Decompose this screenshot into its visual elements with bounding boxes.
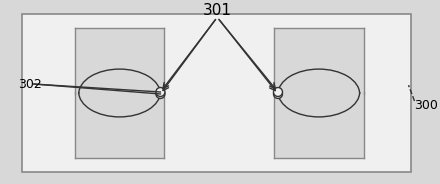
Bar <box>274 28 364 94</box>
Bar <box>274 92 364 158</box>
Bar <box>75 28 165 94</box>
Circle shape <box>156 88 165 96</box>
Text: 300: 300 <box>414 99 438 112</box>
Circle shape <box>156 89 165 98</box>
Circle shape <box>274 89 282 98</box>
Text: 302: 302 <box>18 77 42 91</box>
Circle shape <box>274 88 282 96</box>
Text: 301: 301 <box>203 3 232 18</box>
Bar <box>22 14 411 172</box>
Bar <box>75 92 165 158</box>
